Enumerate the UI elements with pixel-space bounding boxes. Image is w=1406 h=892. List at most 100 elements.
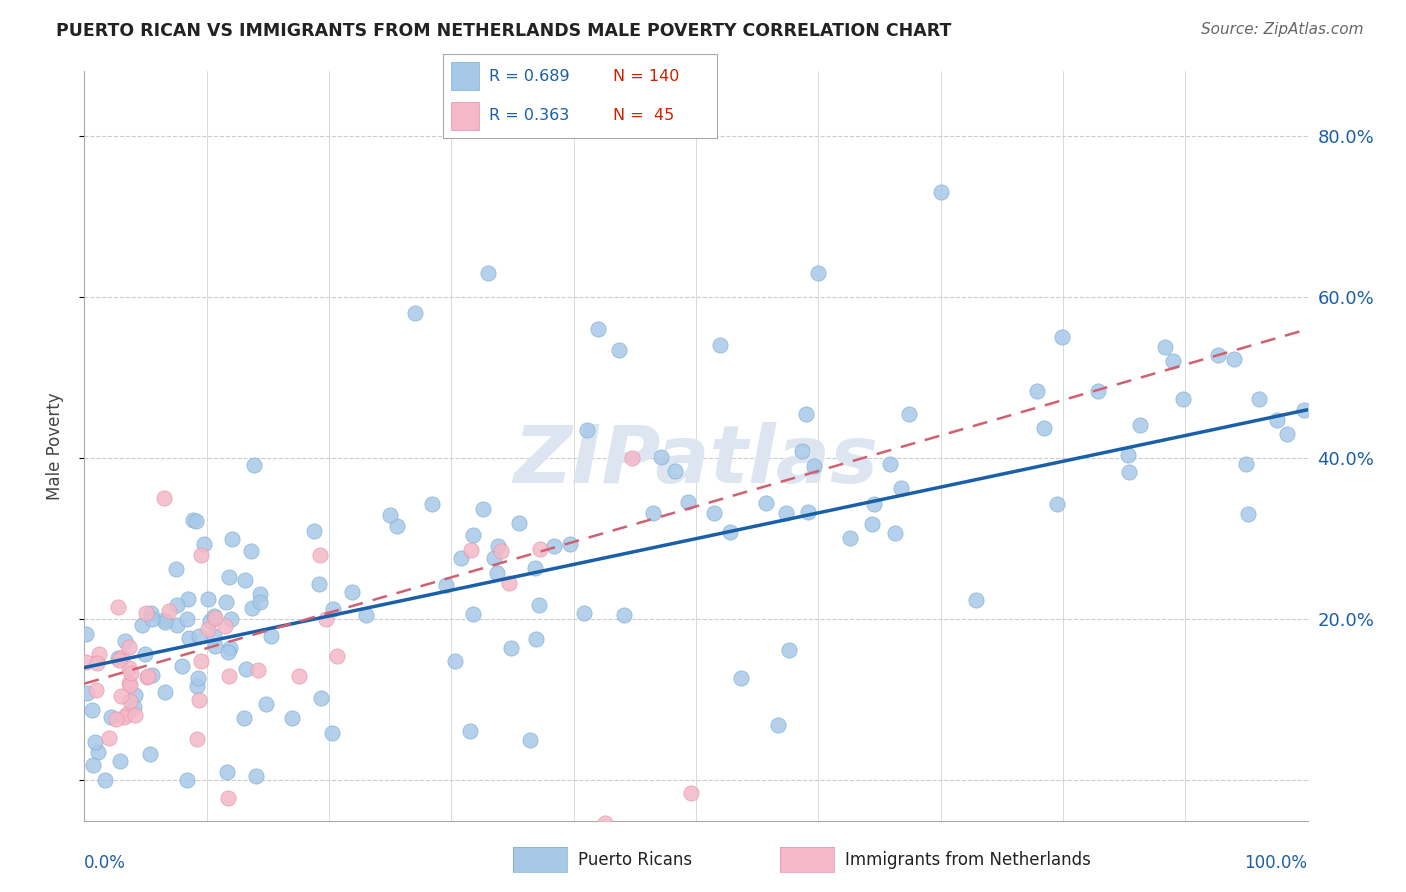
Point <box>378 508 401 523</box>
Point <box>965 593 987 607</box>
Point <box>104 712 127 726</box>
Point <box>309 690 332 705</box>
Point <box>1173 392 1195 407</box>
Point <box>218 669 240 683</box>
Text: 0.0%: 0.0% <box>84 855 127 872</box>
Point <box>233 573 256 587</box>
Point <box>166 598 188 612</box>
Point <box>249 587 271 601</box>
Point <box>803 459 825 474</box>
Point <box>501 640 523 655</box>
Point <box>169 835 191 849</box>
Point <box>217 764 239 779</box>
Point <box>218 569 240 583</box>
Point <box>202 629 225 643</box>
Point <box>460 543 482 558</box>
Point <box>620 451 643 466</box>
Point <box>246 663 269 677</box>
Point <box>486 566 509 581</box>
Point <box>254 697 277 711</box>
Point <box>322 602 344 616</box>
Point <box>1154 340 1177 354</box>
Point <box>139 747 162 761</box>
Text: N =  45: N = 45 <box>613 108 673 123</box>
Text: ZIPatlas: ZIPatlas <box>513 422 879 500</box>
Point <box>281 710 304 724</box>
Point <box>354 608 377 623</box>
Point <box>118 640 141 654</box>
Point <box>1222 351 1244 366</box>
Point <box>249 595 271 609</box>
Point <box>112 710 135 724</box>
Point <box>1116 448 1139 462</box>
Point <box>107 599 129 614</box>
Point <box>134 647 156 661</box>
Point <box>107 650 129 665</box>
Point <box>87 745 110 759</box>
Point <box>524 632 547 646</box>
Point <box>444 654 467 668</box>
Point <box>153 491 176 506</box>
Point <box>120 666 142 681</box>
Point <box>204 639 226 653</box>
Point <box>315 612 337 626</box>
Point <box>141 668 163 682</box>
Text: Source: ZipAtlas.com: Source: ZipAtlas.com <box>1201 22 1364 37</box>
Point <box>221 612 243 626</box>
Point <box>586 322 609 336</box>
Point <box>187 629 209 643</box>
Point <box>240 600 263 615</box>
Point <box>120 694 142 708</box>
Point <box>177 591 200 606</box>
Point <box>778 642 800 657</box>
Point <box>110 689 132 703</box>
Point <box>138 669 160 683</box>
Text: R = 0.689: R = 0.689 <box>489 69 569 84</box>
Point <box>235 662 257 676</box>
Point <box>190 654 212 668</box>
Text: Puerto Ricans: Puerto Ricans <box>578 851 692 869</box>
Point <box>527 598 550 612</box>
Point <box>82 758 104 772</box>
Point <box>82 704 104 718</box>
Point <box>183 513 205 527</box>
Point <box>1118 465 1140 479</box>
Point <box>176 773 198 788</box>
Point <box>463 528 485 542</box>
Point <box>75 655 97 669</box>
Point <box>796 505 818 519</box>
Point <box>136 670 159 684</box>
Point <box>86 656 108 670</box>
Point <box>186 679 208 693</box>
Point <box>232 711 254 725</box>
Point <box>595 815 617 830</box>
Point <box>302 524 325 538</box>
Point <box>524 560 547 574</box>
Point <box>221 533 243 547</box>
Point <box>1046 497 1069 511</box>
Point <box>218 641 240 656</box>
Point <box>766 718 789 732</box>
Point <box>543 539 565 553</box>
Point <box>75 627 97 641</box>
Point <box>664 465 686 479</box>
Point <box>172 659 194 673</box>
Point <box>709 338 731 352</box>
Point <box>188 693 211 707</box>
Point <box>288 668 311 682</box>
Point <box>790 444 813 458</box>
Point <box>486 539 509 553</box>
Point <box>308 577 330 591</box>
Point <box>193 537 215 551</box>
Point <box>190 548 212 562</box>
Point <box>1267 413 1289 427</box>
Point <box>198 614 221 628</box>
Point <box>217 791 239 805</box>
FancyBboxPatch shape <box>451 102 478 130</box>
Point <box>107 653 129 667</box>
Point <box>100 710 122 724</box>
Point <box>197 622 219 636</box>
Point <box>115 707 138 722</box>
Point <box>155 685 177 699</box>
Point <box>879 457 901 471</box>
